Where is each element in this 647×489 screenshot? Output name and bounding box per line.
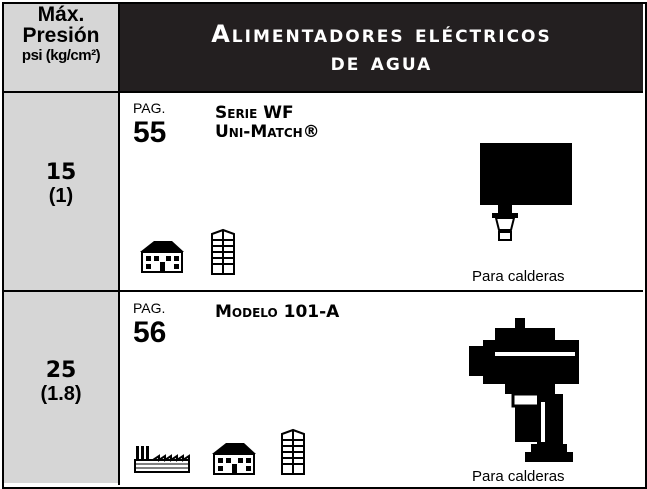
building-icon [211,228,235,275]
building-icon [281,428,305,475]
caption: Para calderas [472,468,565,485]
page-label: PAG. [133,100,166,116]
title-cell: Alimentadores eléctricos de agua [120,4,643,92]
header-text: Máx. [37,3,85,26]
page-number: 55 [133,116,167,149]
product-image [480,143,572,241]
pressure-kg: (1) [48,185,74,207]
header-text: Presión [22,24,100,47]
product-name: Serie WF Uni-Match® [215,104,320,142]
header-text: psi (kg/cm²) [21,47,101,64]
page-number: 56 [133,316,167,349]
product-line: Uni-Match® [215,122,320,142]
page-label: PAG. [133,300,166,316]
pressure: 25 (1.8) [4,358,118,406]
product-image [469,318,579,462]
pressure: 15 (1) [4,160,118,208]
house-icon [140,241,184,273]
product-name: Modelo 101-A [215,303,339,322]
pressure-psi: 25 [45,358,77,383]
header-left-cell [4,4,120,92]
title-line: de agua [330,48,433,76]
caption: Para calderas [472,268,565,285]
pressure-column [4,92,120,483]
divider [118,4,120,485]
pressure-header: Máx. Presión psi (kg/cm²) [4,4,118,90]
title-line: Alimentadores eléctricos [211,20,552,48]
pressure-psi: 15 [45,160,77,185]
divider [4,290,643,292]
product-line: Modelo 101-A [215,302,340,322]
house-icon [212,443,256,475]
factory-icon [134,446,190,473]
product-line: Serie WF [215,103,294,123]
pressure-kg: (1.8) [40,383,82,405]
divider [4,91,643,93]
